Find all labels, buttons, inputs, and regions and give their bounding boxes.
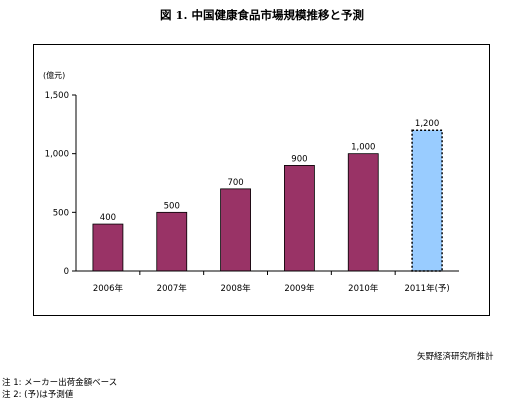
footnote-2: 注 2: (予)は予測値 <box>2 390 74 400</box>
bar-forecast <box>411 129 443 272</box>
bar <box>347 153 379 272</box>
bar <box>92 223 124 272</box>
x-tick-label: 2008年 <box>221 283 252 294</box>
bar-value-label: 400 <box>100 213 116 223</box>
bar-value-label: 1,200 <box>415 119 439 129</box>
x-tick-label: 2010年 <box>348 283 379 294</box>
x-tick-label: 2007年 <box>157 283 188 294</box>
x-tick-label: 2006年 <box>93 283 124 294</box>
y-tick-label: 0 <box>64 267 69 277</box>
chart-frame: (億元) 0 500 1,000 1,500 400 500 700 900 1,000 1,2… <box>33 44 490 316</box>
source-note: 矢野経済研究所推計 <box>417 352 494 362</box>
bar-value-label: 700 <box>227 178 243 188</box>
y-axis-unit-label: (億元) <box>43 70 65 80</box>
bar-chart: (億元) 0 500 1,000 1,500 400 500 700 900 1,000 1,2… <box>43 70 459 294</box>
bar-value-label: 500 <box>164 201 180 211</box>
chart-title: 図 1. 中国健康食品市場規模推移と予測 <box>159 8 364 22</box>
y-tick-label: 500 <box>53 208 69 218</box>
y-tick-label: 1,000 <box>45 150 69 160</box>
bar-value-label: 900 <box>291 154 307 164</box>
y-tick-label: 1,500 <box>45 91 69 101</box>
footnote-1: 注 1: メーカー出荷金額ベース <box>2 378 118 388</box>
bar <box>284 165 315 272</box>
bar <box>220 188 251 272</box>
x-tick-label: 2009年 <box>284 283 315 294</box>
bar-value-label: 1,000 <box>351 143 375 153</box>
x-tick-label: 2011年(予) <box>404 283 449 294</box>
bar <box>156 211 188 272</box>
